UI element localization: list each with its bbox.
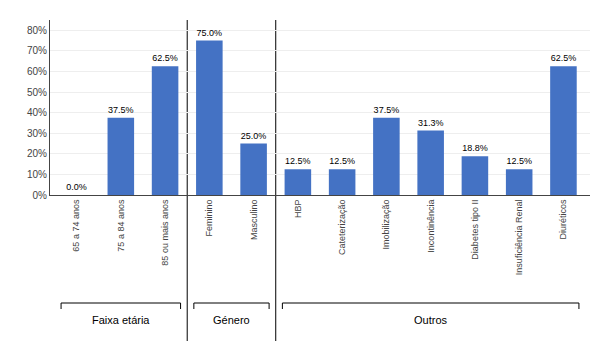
svg-text:Masculino: Masculino [249,200,259,241]
svg-text:Imobilização: Imobilização [381,200,391,250]
svg-text:30%: 30% [27,128,47,139]
svg-text:50%: 50% [27,87,47,98]
svg-text:0%: 0% [33,190,48,201]
svg-text:12.5%: 12.5% [329,156,355,166]
svg-text:Diabetes tipo II: Diabetes tipo II [470,200,480,260]
svg-text:0.0%: 0.0% [66,182,87,192]
svg-text:Faixa etária: Faixa etária [92,314,150,326]
svg-text:12.5%: 12.5% [506,156,532,166]
svg-text:62.5%: 62.5% [551,53,577,63]
svg-text:40%: 40% [27,107,47,118]
svg-text:10%: 10% [27,169,47,180]
svg-text:60%: 60% [27,66,47,77]
svg-text:31.3%: 31.3% [418,118,444,128]
svg-text:20%: 20% [27,148,47,159]
svg-text:HBP: HBP [293,200,303,219]
svg-text:75 a 84 anos: 75 a 84 anos [116,199,126,252]
svg-text:25.0%: 25.0% [241,131,267,141]
svg-text:75.0%: 75.0% [197,28,223,38]
svg-text:12.5%: 12.5% [285,156,311,166]
svg-text:18.8%: 18.8% [462,143,488,153]
svg-text:80%: 80% [27,25,47,36]
svg-text:65 a 74 anos: 65 a 74 anos [71,199,81,252]
svg-text:Feminino: Feminino [204,200,214,237]
svg-text:70%: 70% [27,45,47,56]
svg-text:Incontinência: Incontinência [426,200,436,253]
svg-text:Cateterização: Cateterização [337,200,347,256]
svg-text:Outros: Outros [414,314,448,326]
svg-text:Diuréticos: Diuréticos [558,199,568,240]
svg-text:85 ou mais anos: 85 ou mais anos [160,199,170,266]
svg-text:37.5%: 37.5% [108,105,134,115]
svg-text:Género: Género [213,314,250,326]
svg-text:Insuficiência Renal: Insuficiência Renal [514,200,524,276]
svg-text:37.5%: 37.5% [374,105,400,115]
svg-text:62.5%: 62.5% [152,53,178,63]
